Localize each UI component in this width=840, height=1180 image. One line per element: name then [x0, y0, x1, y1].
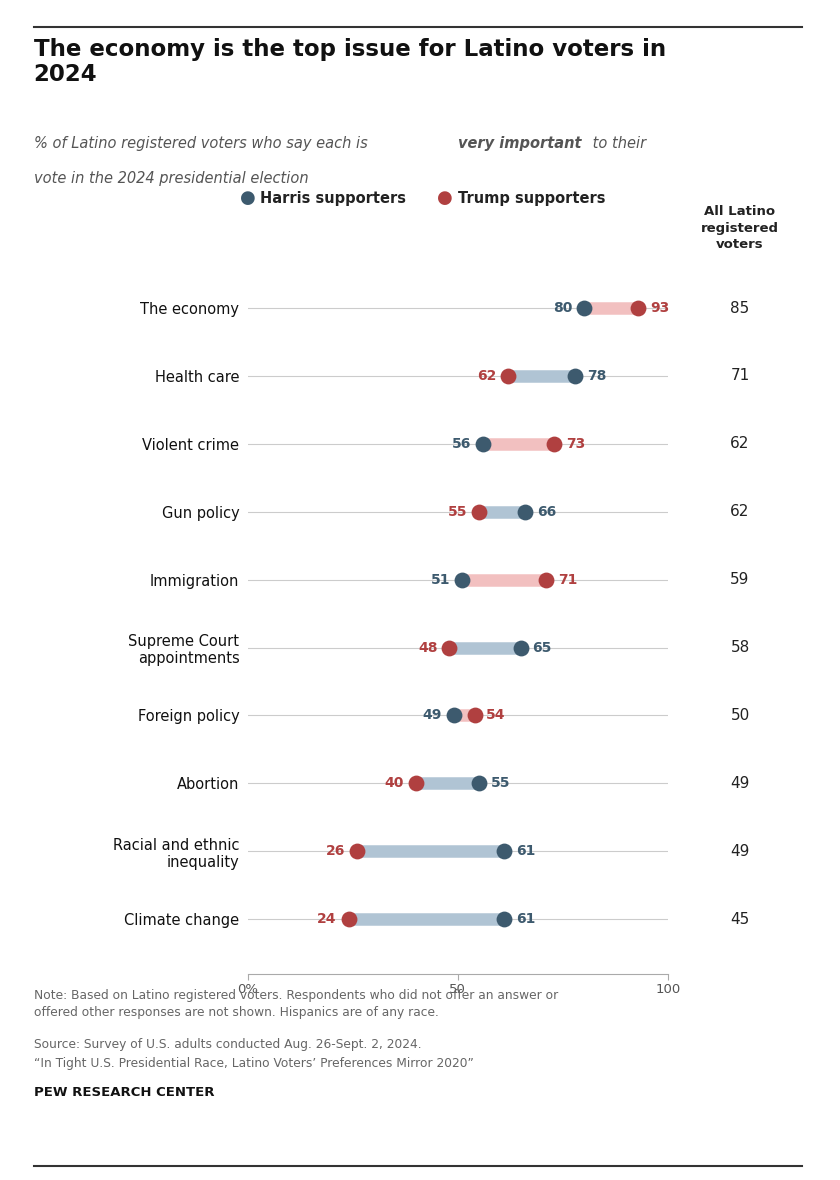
Text: Harris supporters: Harris supporters: [260, 191, 407, 205]
Point: [577, 299, 591, 317]
Point: [472, 503, 486, 522]
Text: 62: 62: [730, 504, 750, 519]
Text: 71: 71: [731, 368, 749, 384]
Point: [501, 367, 515, 386]
Point: [497, 841, 511, 860]
Text: 50: 50: [731, 708, 749, 723]
Text: 51: 51: [431, 572, 450, 586]
Text: 73: 73: [566, 437, 585, 451]
Text: 49: 49: [730, 844, 750, 859]
Text: 58: 58: [731, 640, 749, 655]
Point: [468, 706, 481, 725]
Point: [632, 299, 645, 317]
Text: 48: 48: [418, 641, 438, 655]
Text: “In Tight U.S. Presidential Race, Latino Voters’ Preferences Mirror 2020”: “In Tight U.S. Presidential Race, Latino…: [34, 1057, 474, 1070]
Text: 26: 26: [326, 844, 345, 858]
Text: % of Latino registered voters who say each is: % of Latino registered voters who say ea…: [34, 136, 372, 151]
Text: 93: 93: [650, 301, 669, 315]
Point: [342, 910, 355, 929]
Text: 55: 55: [491, 776, 510, 791]
Point: [569, 367, 582, 386]
Text: Source: Survey of U.S. adults conducted Aug. 26-Sept. 2, 2024.: Source: Survey of U.S. adults conducted …: [34, 1038, 421, 1051]
Text: The economy is the top issue for Latino voters in
2024: The economy is the top issue for Latino …: [34, 38, 666, 86]
Point: [476, 434, 490, 453]
Text: PEW RESEARCH CENTER: PEW RESEARCH CENTER: [34, 1086, 214, 1099]
Text: 49: 49: [423, 708, 442, 722]
Text: 49: 49: [730, 776, 750, 791]
Text: to their: to their: [588, 136, 646, 151]
Text: 45: 45: [731, 912, 749, 926]
Point: [518, 503, 532, 522]
Text: vote in the 2024 presidential election: vote in the 2024 presidential election: [34, 171, 308, 186]
Point: [472, 774, 486, 793]
Point: [514, 638, 528, 657]
Text: 62: 62: [730, 437, 750, 451]
Point: [350, 841, 364, 860]
Text: 24: 24: [318, 912, 337, 926]
Text: 61: 61: [516, 844, 535, 858]
Text: All Latino
registered
voters: All Latino registered voters: [701, 205, 779, 251]
Text: ●: ●: [438, 189, 453, 208]
Text: 61: 61: [516, 912, 535, 926]
Text: 62: 62: [477, 369, 496, 384]
Text: 66: 66: [537, 505, 556, 519]
Point: [539, 570, 553, 589]
Text: Trump supporters: Trump supporters: [458, 191, 606, 205]
Text: 56: 56: [452, 437, 471, 451]
Text: 55: 55: [448, 505, 467, 519]
Text: 40: 40: [385, 776, 404, 791]
Text: 65: 65: [533, 641, 552, 655]
Point: [447, 706, 460, 725]
Point: [409, 774, 423, 793]
Text: 59: 59: [730, 572, 750, 588]
Text: 71: 71: [558, 572, 577, 586]
Text: very important: very important: [458, 136, 581, 151]
Point: [497, 910, 511, 929]
Text: Note: Based on Latino registered voters. Respondents who did not offer an answer: Note: Based on Latino registered voters.…: [34, 989, 558, 1020]
Text: ●: ●: [240, 189, 255, 208]
Text: 54: 54: [486, 708, 506, 722]
Point: [443, 638, 456, 657]
Text: 80: 80: [553, 301, 572, 315]
Point: [455, 570, 469, 589]
Text: 78: 78: [587, 369, 606, 384]
Point: [548, 434, 561, 453]
Text: 85: 85: [731, 301, 749, 315]
